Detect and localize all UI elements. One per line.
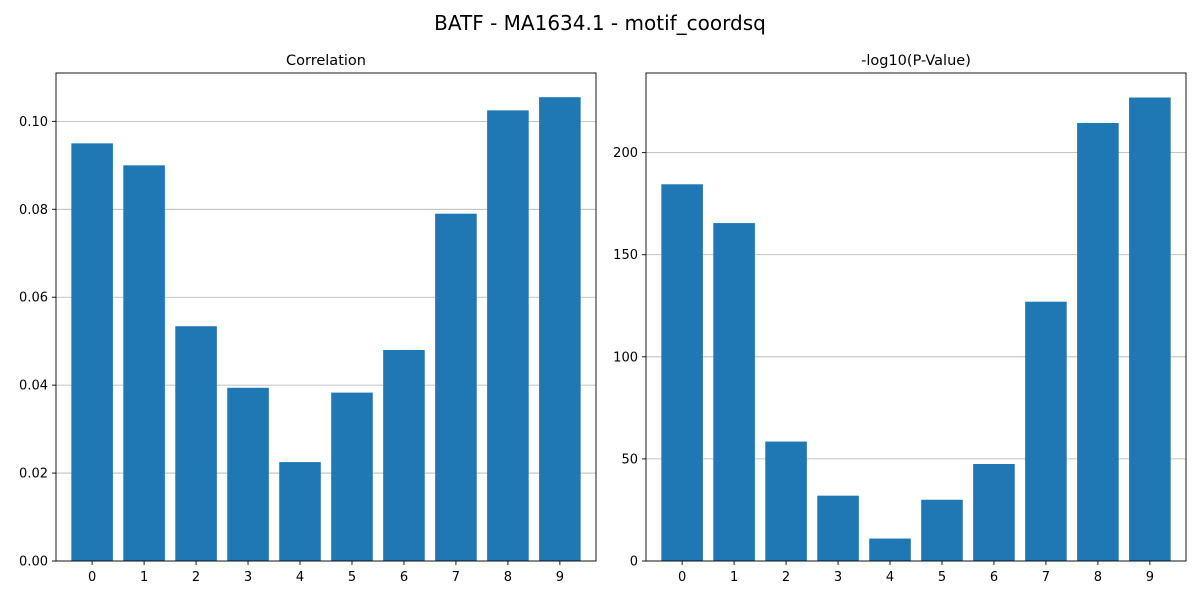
pvalue-ytick-label: 50 xyxy=(621,452,638,467)
pvalue-axes-frame xyxy=(645,72,1187,562)
correlation-xtick-label: 9 xyxy=(556,570,564,585)
correlation-xtick-label: 2 xyxy=(192,570,200,585)
correlation-bar-0 xyxy=(71,143,113,561)
correlation-xtick-label: 0 xyxy=(88,570,96,585)
correlation-bar-4 xyxy=(279,462,321,561)
correlation-xtick-label: 1 xyxy=(140,570,148,585)
pvalue-bar-7 xyxy=(1025,301,1067,561)
pvalue-chart: 0 50 100 150 200 0 1 2 3 4 5 6 7 8 9 -log10(P-Value) xyxy=(613,53,1187,585)
pvalue-xtick-label: 3 xyxy=(834,570,842,585)
correlation-bar-5 xyxy=(331,392,373,561)
pvalue-bar-5 xyxy=(921,499,963,561)
pvalue-bar-6 xyxy=(973,464,1015,561)
correlation-ytick-label: 0.02 xyxy=(19,467,48,482)
pvalue-xtick-label: 6 xyxy=(990,570,998,585)
pvalue-xtick-label: 1 xyxy=(730,570,738,585)
correlation-chart: 0.00 0.02 0.04 0.06 0.08 0.10 0 1 2 3 4 5 6 7 8 9 Correl… xyxy=(19,53,597,585)
pvalue-xtick-label: 9 xyxy=(1146,570,1154,585)
correlation-bar-3 xyxy=(227,387,269,561)
pvalue-bar-9 xyxy=(1129,97,1171,562)
correlation-bar-6 xyxy=(383,349,425,561)
correlation-ytick-label: 0.04 xyxy=(19,379,48,394)
pvalue-xtick-label: 4 xyxy=(886,570,894,585)
correlation-bar-2 xyxy=(175,326,217,561)
pvalue-xtick-label: 8 xyxy=(1094,570,1102,585)
pvalue-xtick-label: 5 xyxy=(938,570,946,585)
correlation-ytick-label: 0.08 xyxy=(19,203,48,218)
correlation-bar-8 xyxy=(487,110,529,561)
correlation-xtick-label: 7 xyxy=(452,570,460,585)
correlation-axes-frame xyxy=(55,72,597,562)
correlation-bar-7 xyxy=(435,213,477,561)
pvalue-ytick-label: 150 xyxy=(613,248,638,263)
correlation-xtick-label: 8 xyxy=(504,570,512,585)
correlation-title: Correlation xyxy=(286,53,366,69)
correlation-xtick-label: 5 xyxy=(348,570,356,585)
correlation-xtick-label: 3 xyxy=(244,570,252,585)
correlation-bar-1 xyxy=(123,165,165,561)
pvalue-bar-8 xyxy=(1077,123,1119,561)
correlation-ytick-label: 0.00 xyxy=(19,555,48,570)
pvalue-bar-1 xyxy=(713,223,755,561)
correlation-bar-9 xyxy=(539,97,581,562)
pvalue-ytick-label: 0 xyxy=(630,555,638,570)
pvalue-xtick-label: 2 xyxy=(782,570,790,585)
pvalue-bar-0 xyxy=(661,184,703,561)
correlation-ytick-label: 0.06 xyxy=(19,291,48,306)
pvalue-ytick-label: 200 xyxy=(613,146,638,161)
figure-title: BATF - MA1634.1 - motif_coordsq xyxy=(434,11,766,35)
pvalue-xtick-label: 7 xyxy=(1042,570,1050,585)
pvalue-xtick-label: 0 xyxy=(678,570,686,585)
correlation-xtick-label: 4 xyxy=(296,570,304,585)
pvalue-bar-3 xyxy=(817,495,859,561)
pvalue-bar-2 xyxy=(765,441,807,561)
pvalue-bar-4 xyxy=(869,538,911,561)
correlation-ytick-label: 0.10 xyxy=(19,115,48,130)
pvalue-title: -log10(P-Value) xyxy=(861,53,971,69)
correlation-xtick-label: 6 xyxy=(400,570,408,585)
pvalue-ytick-label: 100 xyxy=(613,350,638,365)
